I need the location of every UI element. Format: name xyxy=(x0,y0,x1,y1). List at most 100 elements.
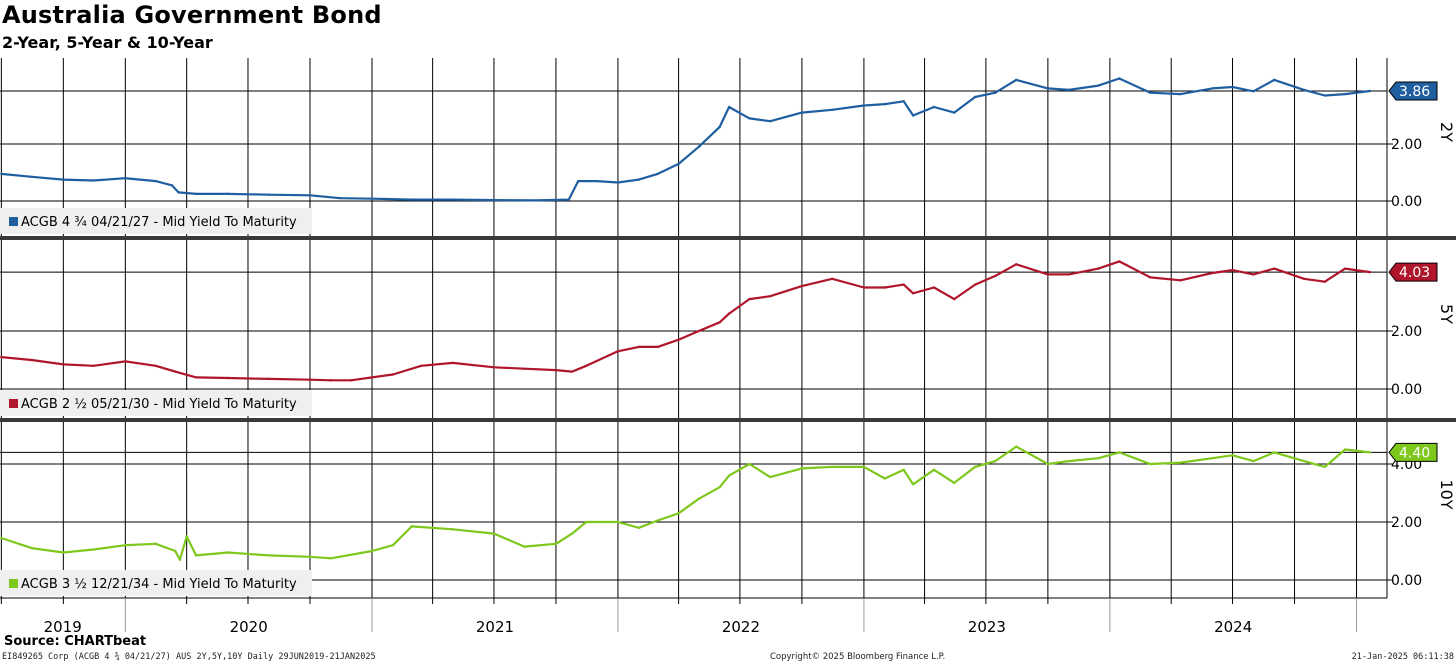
data-point xyxy=(410,525,413,528)
data-point xyxy=(1368,270,1372,274)
data-point xyxy=(1149,276,1152,279)
data-point xyxy=(1097,267,1100,270)
data-point xyxy=(1252,90,1255,93)
data-point xyxy=(800,467,804,470)
data-point xyxy=(339,196,342,200)
x-axis: 2019 2020 2021 2022 2023 2024 xyxy=(0,597,1387,636)
data-point xyxy=(677,512,680,515)
panel-separator xyxy=(0,418,1456,422)
data-point xyxy=(523,545,526,548)
data-point xyxy=(170,184,174,187)
data-point xyxy=(1302,459,1306,463)
data-point xyxy=(1067,88,1070,92)
data-point xyxy=(1149,91,1152,94)
data-point xyxy=(554,542,558,545)
data-point xyxy=(1231,454,1234,457)
footer-timestamp: 21-Jan-2025 06:11:38 xyxy=(1351,652,1454,662)
data-point xyxy=(1211,457,1214,460)
data-point xyxy=(1118,451,1121,454)
data-point xyxy=(932,286,936,289)
data-point xyxy=(718,321,721,324)
last-value-label: 4.03 xyxy=(1399,265,1430,281)
last-value-label: 4.40 xyxy=(1399,445,1430,461)
legend: ACGB 4 ¾ 04/21/27 - Mid Yield To Maturit… xyxy=(0,208,312,234)
data-point xyxy=(656,519,659,522)
data-point xyxy=(677,338,680,341)
data-point xyxy=(748,462,751,466)
data-point xyxy=(727,474,731,477)
data-point xyxy=(1211,87,1214,90)
y-tick-label: 2.00 xyxy=(1391,515,1422,531)
data-point xyxy=(174,549,177,553)
data-point xyxy=(748,117,751,120)
data-point xyxy=(953,481,956,485)
data-point xyxy=(1179,461,1182,464)
data-point xyxy=(656,345,659,349)
data-point xyxy=(0,172,3,176)
data-point xyxy=(697,145,701,149)
data-point xyxy=(492,198,496,202)
panel-side-label: 10Y xyxy=(1437,479,1456,509)
data-point xyxy=(308,378,312,381)
data-point xyxy=(831,108,834,112)
data-point xyxy=(911,114,915,117)
data-point xyxy=(1067,459,1070,463)
data-point xyxy=(585,364,588,367)
data-point xyxy=(567,198,570,201)
data-point xyxy=(769,475,772,479)
legend-swatch xyxy=(9,579,18,588)
data-point xyxy=(994,274,997,278)
y-tick-label: 2.00 xyxy=(1391,137,1422,153)
data-point xyxy=(769,295,772,298)
data-point xyxy=(419,364,423,367)
data-point xyxy=(862,286,866,289)
source-note: Source: CHARTbeat xyxy=(4,634,147,649)
last-value-badge xyxy=(1388,81,1438,101)
data-point xyxy=(267,554,271,557)
data-point xyxy=(1252,273,1255,276)
panel-2Y: 0.00 2.00 3.86 2Y ACGB 4 ¾ 04/21/27 - Mid Yi… xyxy=(0,77,1456,240)
data-point xyxy=(1252,459,1255,463)
data-point xyxy=(154,364,157,367)
data-point xyxy=(748,297,751,301)
data-point xyxy=(637,345,641,349)
data-point xyxy=(451,361,455,365)
legend-background xyxy=(0,570,312,596)
data-point xyxy=(718,486,721,489)
data-point xyxy=(637,178,641,181)
data-point xyxy=(92,364,95,367)
data-point xyxy=(194,554,198,557)
data-point xyxy=(576,179,580,183)
data-point xyxy=(800,111,804,114)
data-point xyxy=(492,366,496,369)
panel-side-label: 5Y xyxy=(1437,304,1456,324)
data-point xyxy=(492,532,496,535)
data-point xyxy=(1273,267,1276,270)
data-point xyxy=(124,177,127,180)
data-point xyxy=(177,191,180,194)
legend-label: ACGB 3 ½ 12/21/34 - Mid Yield To Maturit… xyxy=(21,577,297,592)
data-point xyxy=(30,546,33,550)
data-point xyxy=(953,111,956,114)
data-point xyxy=(329,379,333,382)
data-point xyxy=(1368,89,1372,93)
data-point xyxy=(570,370,574,373)
data-point xyxy=(1097,457,1100,460)
data-point xyxy=(973,283,977,286)
data-point xyxy=(800,284,804,288)
chart-subtitle: 2-Year, 5-Year & 10-Year xyxy=(2,33,213,52)
x-year-label: 2020 xyxy=(230,618,268,636)
data-point xyxy=(154,542,157,545)
data-point xyxy=(451,528,455,531)
data-point xyxy=(534,199,537,202)
data-point xyxy=(154,179,157,183)
data-point xyxy=(769,120,772,123)
data-point xyxy=(194,192,198,196)
data-point xyxy=(973,465,977,469)
data-point xyxy=(862,104,866,107)
data-point xyxy=(883,477,887,480)
data-point xyxy=(1302,88,1306,92)
data-point xyxy=(30,358,33,362)
